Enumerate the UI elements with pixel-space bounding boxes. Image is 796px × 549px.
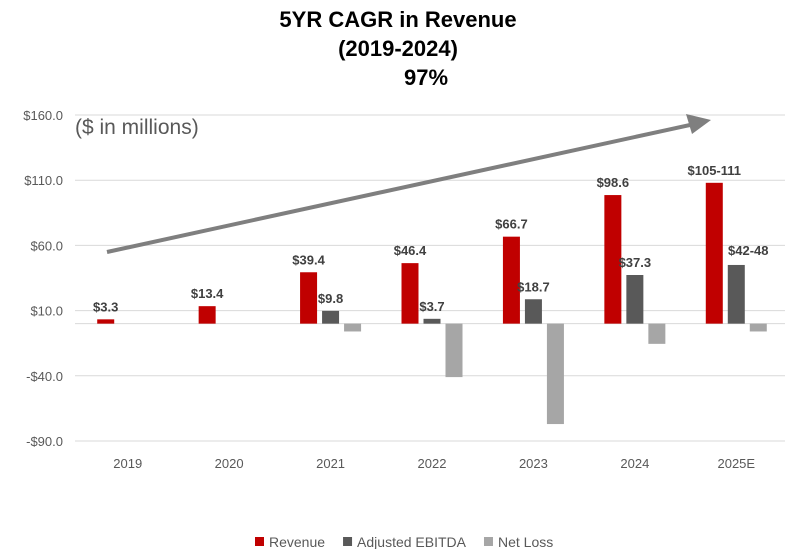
legend-swatch — [483, 537, 493, 546]
data-label: $42-48 — [728, 243, 768, 258]
bar-revenue — [502, 236, 520, 324]
bar-adjusted-ebitda — [322, 310, 340, 324]
legend-label: Net Loss — [498, 534, 553, 549]
bar-revenue — [198, 306, 216, 324]
data-label: $46.4 — [394, 243, 427, 258]
bar-net-loss — [546, 323, 564, 425]
data-label: $3.3 — [93, 299, 118, 314]
chart-title-line-2: (2019-2024) — [338, 36, 458, 61]
bar-net-loss — [648, 323, 666, 344]
data-label: $37.3 — [619, 255, 652, 270]
trend-arrow-head-icon — [686, 114, 711, 134]
x-tick-label: 2021 — [316, 456, 345, 471]
data-label: $9.8 — [318, 291, 343, 306]
chart-title-line-3: 97% — [403, 65, 449, 90]
trend-arrow-line — [106, 123, 691, 254]
x-tick-label: 2025E — [717, 456, 755, 471]
bar-net-loss — [344, 323, 362, 332]
y-tick-label: -$90.0 — [26, 434, 63, 449]
x-tick-label: 2023 — [519, 456, 548, 471]
chart-title-line-1: 5YR CAGR in Revenue — [279, 7, 517, 32]
bar-net-loss — [445, 323, 463, 378]
legend-swatch — [255, 537, 264, 546]
data-label: $3.7 — [419, 299, 444, 314]
y-tick-label: -$40.0 — [26, 369, 63, 384]
legend-label: Adjusted EBITDA — [357, 534, 467, 549]
x-tick-label: 2022 — [418, 456, 447, 471]
bar-adjusted-ebitda — [423, 318, 441, 324]
x-tick-label: 2024 — [620, 456, 649, 471]
data-label: $98.6 — [597, 175, 630, 190]
bar-adjusted-ebitda — [727, 264, 745, 324]
data-label: $13.4 — [191, 286, 224, 301]
bar-revenue — [97, 319, 115, 324]
legend-label: Revenue — [269, 534, 325, 549]
bar-adjusted-ebitda — [626, 275, 644, 324]
data-label: $18.7 — [517, 279, 550, 294]
x-tick-label: 2019 — [113, 456, 142, 471]
y-tick-label: $110.0 — [24, 173, 63, 188]
data-label: $66.7 — [495, 217, 528, 232]
data-label: $105-111 — [688, 163, 742, 178]
data-label: $39.4 — [292, 252, 325, 267]
bar-revenue — [401, 263, 419, 324]
y-tick-label: $60.0 — [30, 238, 63, 253]
bar-adjusted-ebitda — [524, 299, 542, 324]
units-annotation: ($ in millions) — [75, 116, 199, 139]
y-tick-label: $10.0 — [30, 304, 63, 319]
legend-swatch — [343, 537, 353, 546]
bar-revenue — [604, 195, 622, 324]
y-tick-label: $160.0 — [23, 108, 63, 123]
bar-revenue — [705, 182, 723, 324]
bar-revenue — [300, 272, 318, 324]
x-tick-label: 2020 — [215, 456, 244, 471]
bar-net-loss — [749, 323, 767, 332]
